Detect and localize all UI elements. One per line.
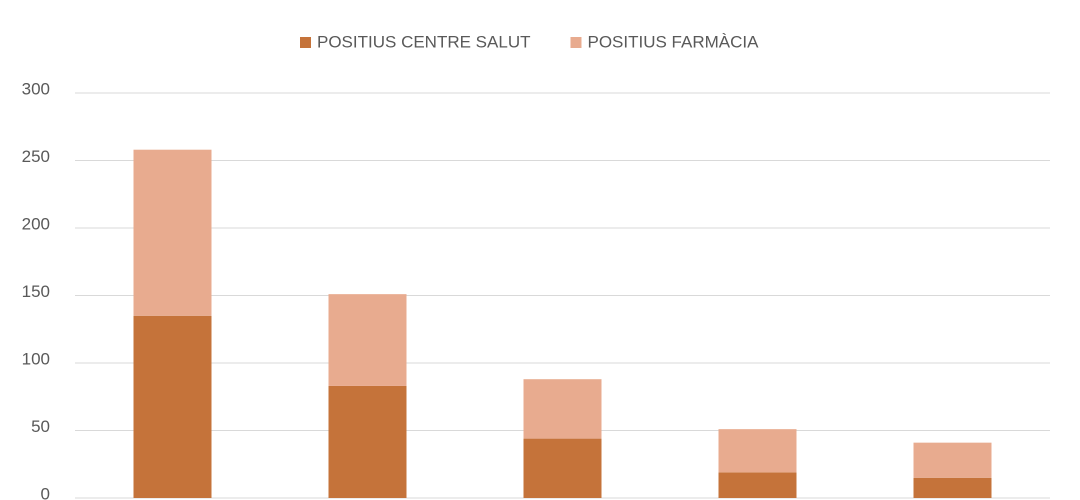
legend-swatch [300, 37, 311, 48]
legend-swatch [570, 37, 582, 48]
bar-segment [913, 442, 992, 478]
y-tick-label: 300 [22, 79, 50, 98]
bar-segment [523, 438, 602, 498]
y-tick-label: 100 [22, 349, 50, 368]
legend-label: POSITIUS CENTRE SALUT [317, 32, 530, 51]
bar-segment [133, 149, 212, 316]
bar-segment [913, 477, 992, 498]
bar-segment [523, 379, 602, 439]
y-tick-label: 250 [22, 147, 50, 166]
bar-segment [133, 315, 212, 498]
y-tick-label: 50 [31, 417, 50, 436]
bar-segment [718, 472, 797, 498]
y-tick-label: 0 [41, 484, 50, 500]
bar-segment [328, 294, 407, 386]
legend-label: POSITIUS FARMÀCIA [587, 32, 759, 51]
bar-segment [328, 385, 407, 498]
y-tick-label: 150 [22, 282, 50, 301]
bar-segment [718, 429, 797, 473]
y-tick-label: 200 [22, 214, 50, 233]
